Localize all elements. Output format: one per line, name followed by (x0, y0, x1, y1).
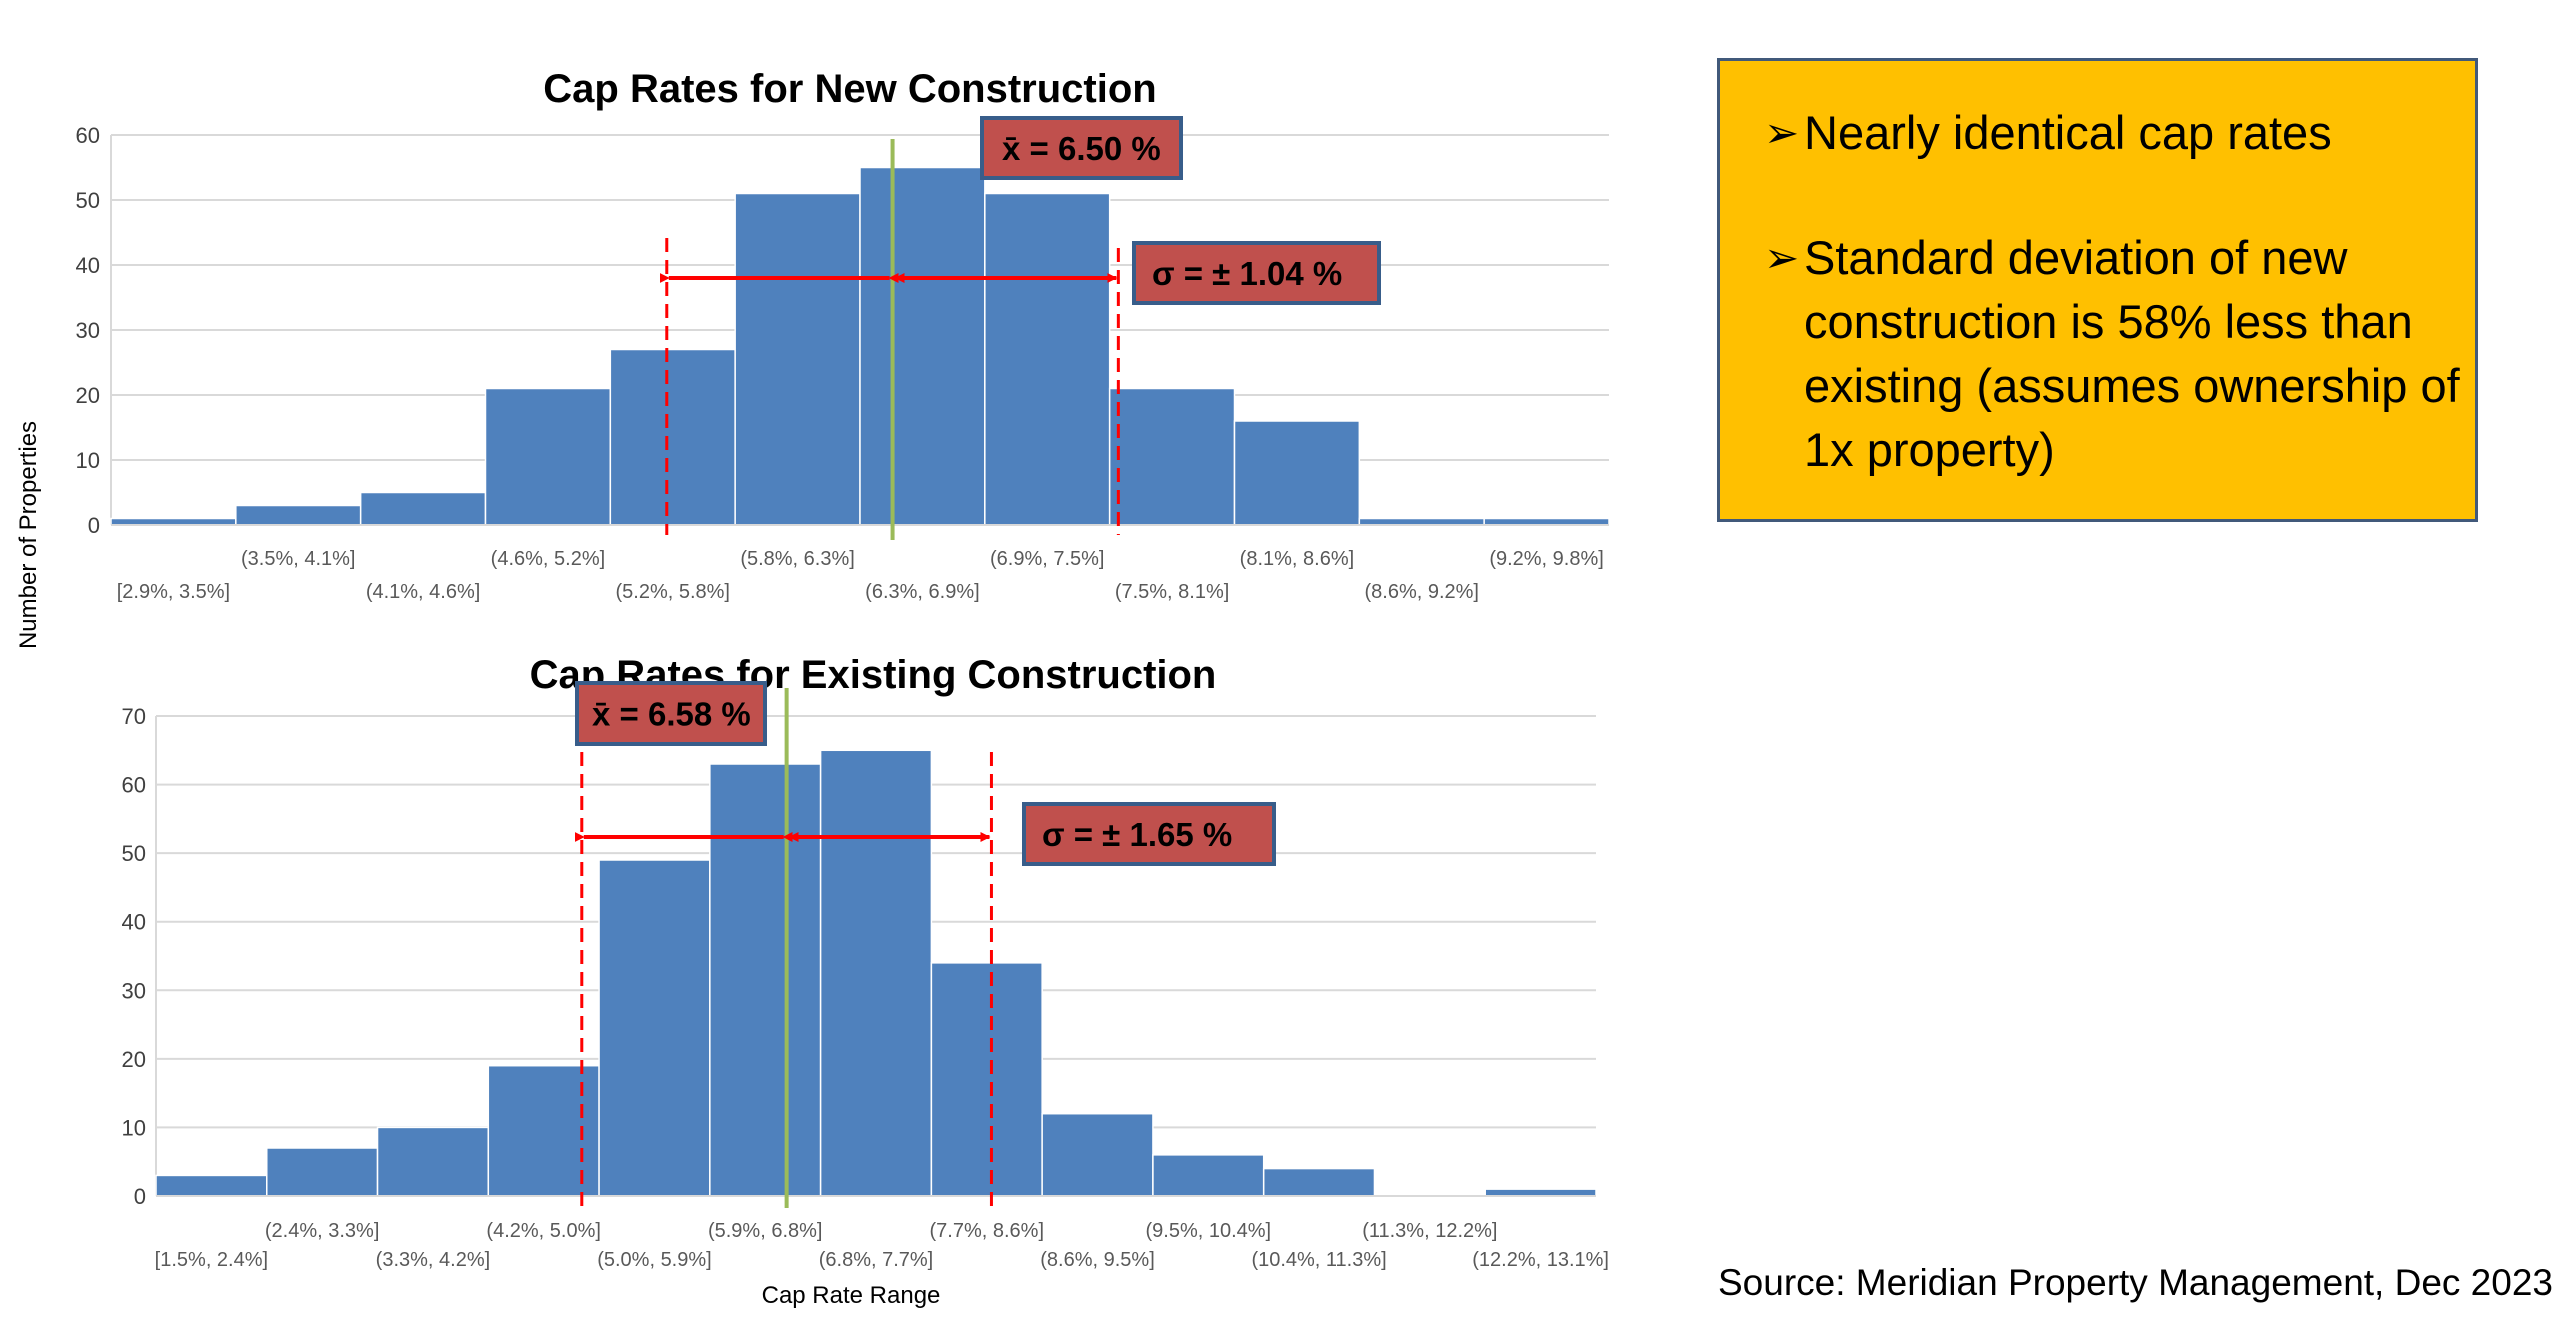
histogram-bar (609, 348, 736, 526)
histogram-bar (155, 1174, 268, 1197)
y-tick-label: 10 (76, 448, 100, 473)
x-tick-label: [2.9%, 3.5%] (117, 581, 230, 603)
finding-text: Standard deviation of new construction i… (1804, 231, 2460, 476)
x-tick-label: (5.0%, 5.9%] (597, 1249, 712, 1271)
y-tick-label: 20 (76, 383, 100, 408)
x-tick-label: (5.2%, 5.8%] (615, 581, 730, 603)
y-tick-label: 0 (134, 1184, 146, 1209)
x-tick-label: (4.2%, 5.0%] (486, 1220, 601, 1242)
x-tick-label: (6.8%, 7.7%] (819, 1249, 934, 1271)
y-tick-label: 10 (122, 1115, 146, 1140)
y-tick-label: 50 (76, 188, 100, 213)
x-tick-label: (4.1%, 4.6%] (366, 581, 481, 603)
y-tick-label: 70 (122, 704, 146, 729)
histogram-bar (709, 763, 822, 1197)
histogram-bar (235, 504, 362, 526)
histogram-bar (598, 859, 711, 1197)
std-annotation-box (1132, 241, 1381, 305)
x-tick-label: [1.5%, 2.4%] (155, 1249, 268, 1271)
x-tick-label: (9.5%, 10.4%] (1145, 1220, 1271, 1242)
y-tick-label: 30 (122, 978, 146, 1003)
y-axis-label: Number of Properties (15, 421, 42, 649)
finding-item: ➢ Standard deviation of new construction… (1764, 226, 2467, 482)
y-tick-label: 60 (76, 123, 100, 148)
x-tick-label: (8.6%, 9.2%] (1364, 581, 1479, 603)
y-tick-label: 40 (76, 253, 100, 278)
chart-existing-construction: Cap Rates for Existing Construction01020… (122, 653, 1609, 1309)
x-tick-label: (7.7%, 8.6%] (930, 1220, 1045, 1242)
std-annotation-box (1022, 802, 1276, 866)
y-tick-label: 50 (122, 841, 146, 866)
histogram-bar (376, 1126, 490, 1197)
std-annotation-text: σ = ± 1.65 % (1042, 816, 1232, 853)
histogram-bar (1262, 1167, 1376, 1197)
histogram-bar (930, 962, 1043, 1197)
y-tick-label: 0 (88, 513, 100, 538)
x-tick-label: (10.4%, 11.3%] (1251, 1249, 1386, 1271)
histogram-bar (1108, 387, 1236, 526)
histogram-bar (359, 491, 487, 526)
histogram-bar (1484, 1188, 1597, 1197)
x-tick-label: (2.4%, 3.3%] (265, 1220, 380, 1242)
finding-item: ➢ Nearly identical cap rates (1764, 101, 2467, 165)
x-tick-label: (5.9%, 6.8%] (708, 1220, 823, 1242)
x-tick-label: (3.5%, 4.1%] (241, 548, 356, 570)
chart-new-construction: Cap Rates for New Construction 0 10 20 30 40 5… (76, 67, 1610, 603)
histogram-bar (1233, 420, 1361, 526)
x-tick-label: (6.3%, 6.9%] (865, 581, 980, 603)
histogram-bar (859, 166, 986, 526)
arrowhead-bullet-icon: ➢ (1764, 234, 1800, 281)
x-axis-label: Cap Rate Range (762, 1282, 941, 1309)
x-tick-label: (9.2%, 9.8%] (1489, 548, 1604, 570)
mean-annotation-box (980, 116, 1183, 180)
x-tick-label: (6.9%, 7.5%] (990, 548, 1105, 570)
x-tick-label: (11.3%, 12.2%] (1362, 1220, 1497, 1242)
x-tick-label: (8.6%, 9.5%] (1040, 1249, 1155, 1271)
y-tick-label: 60 (122, 773, 146, 798)
histogram-bar (984, 192, 1111, 526)
arrowhead-bullet-icon: ➢ (1764, 109, 1800, 156)
histogram-bar (1152, 1154, 1265, 1197)
mean-annotation-text: x̄ = 6.58 % (592, 696, 751, 733)
y-tick-label: 40 (122, 910, 146, 935)
histogram-bar (266, 1147, 379, 1197)
chart-title: Cap Rates for New Construction (543, 67, 1156, 111)
source-citation: Source: Meridian Property Management, De… (1718, 1262, 2553, 1303)
mean-annotation-box (575, 681, 767, 746)
histogram-bar (1041, 1112, 1154, 1197)
mean-annotation-text: x̄ = 6.50 % (1002, 130, 1161, 167)
key-findings-box: ➢ Nearly identical cap rates ➢ Standard … (1717, 58, 2478, 522)
y-tick-label: 30 (76, 318, 100, 343)
x-tick-label: (7.5%, 8.1%] (1115, 581, 1230, 603)
x-tick-label: (12.2%, 13.1%] (1472, 1249, 1609, 1271)
x-tick-label: (4.6%, 5.2%] (491, 548, 606, 570)
std-annotation-text: σ = ± 1.04 % (1152, 255, 1342, 292)
y-tick-label: 20 (122, 1047, 146, 1072)
finding-text: Nearly identical cap rates (1804, 106, 2332, 159)
histogram-bar (484, 387, 612, 526)
x-tick-label: (3.3%, 4.2%] (376, 1249, 491, 1271)
histogram-bar (734, 192, 861, 526)
histogram-bar (819, 749, 933, 1197)
x-tick-label: (8.1%, 8.6%] (1240, 548, 1355, 570)
x-tick-label: (5.8%, 6.3%] (740, 548, 855, 570)
